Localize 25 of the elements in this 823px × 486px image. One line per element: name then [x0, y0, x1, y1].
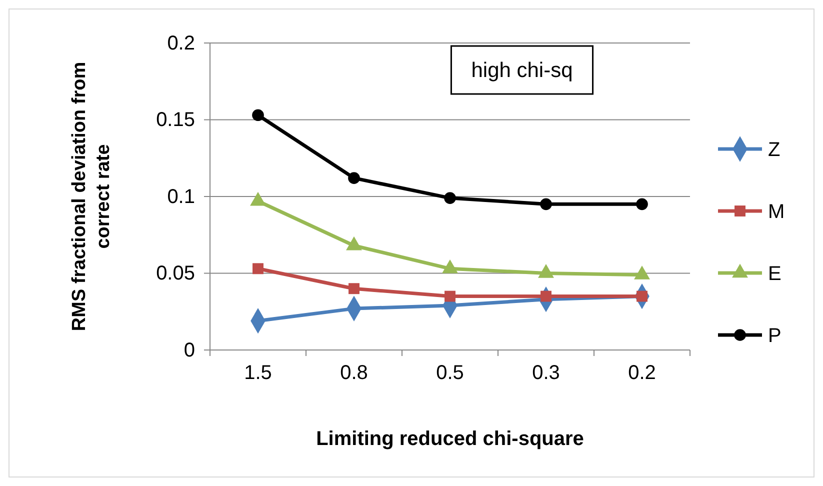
legend-label: P	[768, 325, 782, 347]
point	[252, 263, 264, 274]
point	[348, 172, 360, 184]
y-axis-title: RMS fractional deviation from correct rate	[69, 62, 114, 332]
y-tick-label: 0.05	[156, 262, 195, 285]
x-tick-label: 0.2	[628, 362, 656, 384]
annotation: high chi-sq	[471, 59, 573, 82]
y-tick-label: 0.15	[156, 109, 195, 132]
legend-label: Z	[768, 139, 780, 161]
x-axis-title: Limiting reduced chi-square	[316, 428, 584, 450]
legend-label: M	[768, 201, 785, 223]
y-tick-label: 0.1	[167, 186, 195, 208]
point	[636, 198, 648, 210]
y-tick-label: 0.2	[167, 32, 195, 54]
point	[348, 283, 360, 294]
point	[444, 192, 456, 204]
y-tick-label: 0	[184, 339, 195, 362]
x-tick-label: 1.5	[244, 362, 272, 384]
x-tick-label: 0.8	[340, 362, 368, 384]
x-tick-label: 0.5	[436, 362, 464, 384]
point	[540, 198, 552, 210]
legend-label: E	[768, 263, 782, 285]
x-tick-label: 0.3	[532, 362, 560, 384]
point	[252, 109, 264, 122]
point	[444, 290, 456, 302]
